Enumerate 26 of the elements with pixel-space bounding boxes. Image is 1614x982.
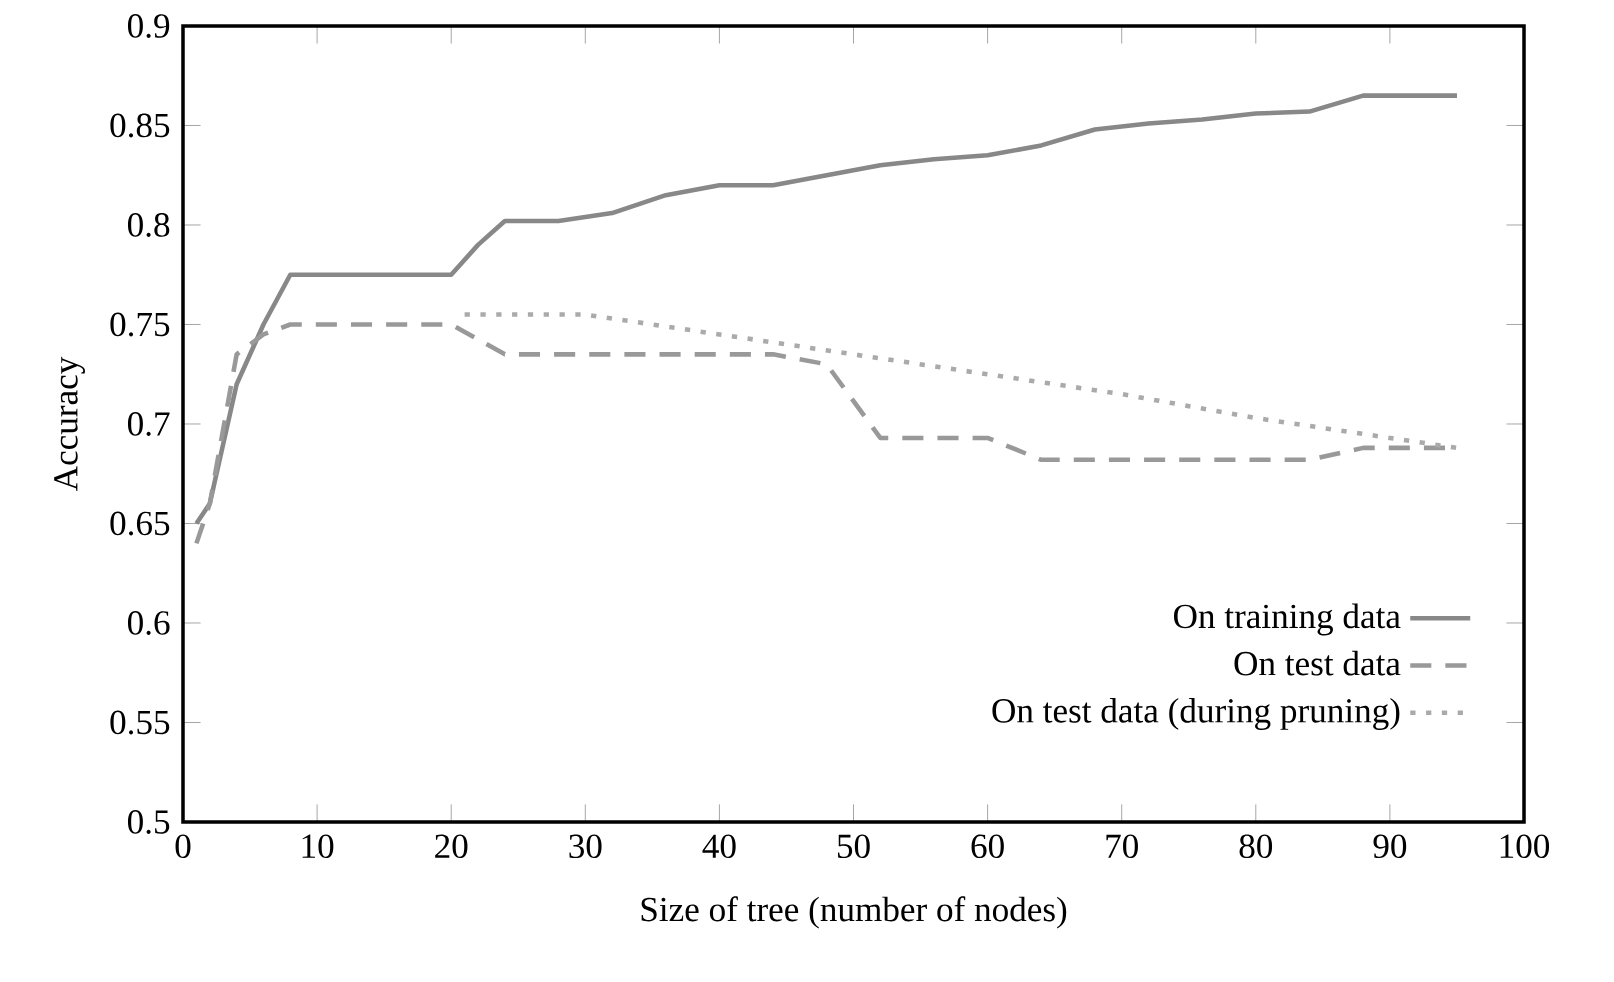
y-tick-label: 0.8 [127,213,170,237]
y-tick-label: 0.5 [127,810,170,834]
legend-label: On test data [1234,650,1401,676]
x-tick-label: 40 [702,834,736,859]
x-tick-label: 10 [302,834,334,859]
x-tick-label: 20 [435,834,468,859]
y-axis-title: Accuracy [54,356,85,491]
legend-label: On test data (during pruning) [992,697,1400,730]
y-tick-label: 0.7 [127,412,170,436]
y-tick-label: 0.65 [110,511,170,536]
x-tick-label: 60 [971,834,1004,859]
y-tick-label: 0.6 [127,611,170,635]
x-tick-label: 0 [175,834,191,859]
y-tick-label: 0.85 [110,113,170,138]
x-tick-label: 100 [1500,834,1550,859]
y-tick-label: 0.9 [127,14,170,38]
x-tick-label: 70 [1106,834,1138,859]
x-tick-label: 50 [837,834,870,859]
y-tick-label: 0.55 [110,710,170,735]
line-series [194,93,1460,526]
x-tick-label: 30 [569,834,602,859]
legend-label: On training data [1173,603,1401,636]
y-tick-label: 0.75 [110,312,170,337]
x-axis-title: Size of tree (number of nodes) [641,896,1067,929]
x-tick-label: 80 [1239,834,1273,859]
x-tick-label: 90 [1373,834,1407,859]
